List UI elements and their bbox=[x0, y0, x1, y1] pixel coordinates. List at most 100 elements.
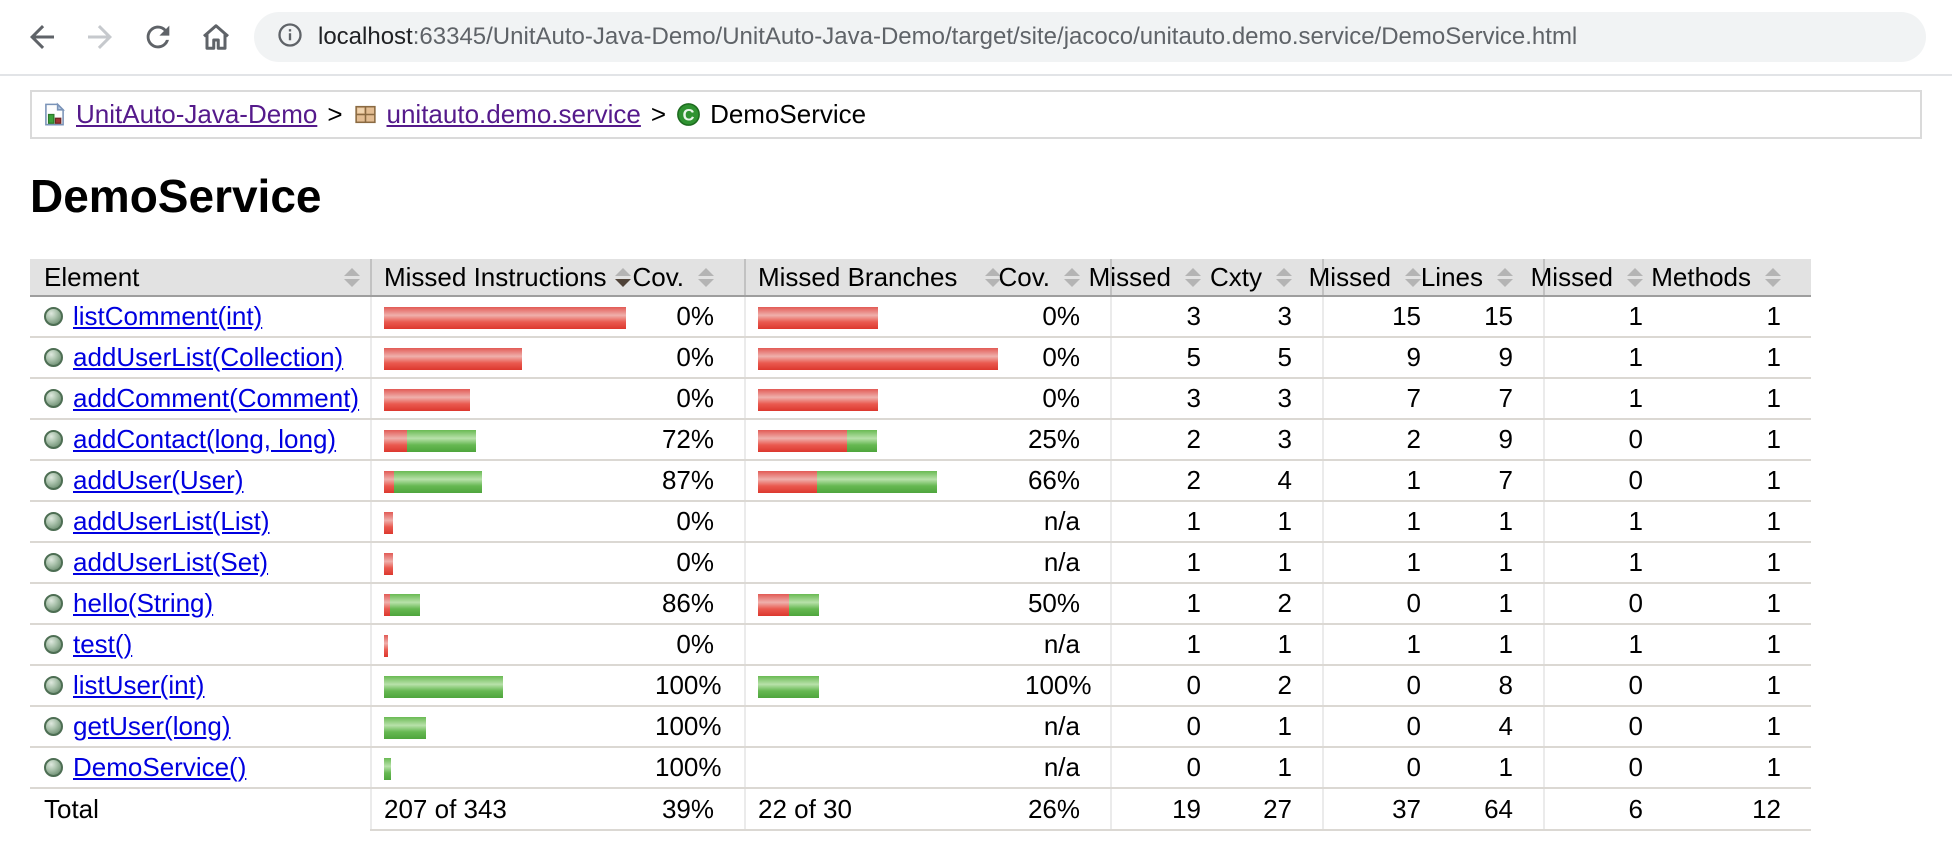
branches-coverage: 50% bbox=[1011, 583, 1111, 625]
method-link[interactable]: addContact(long, long) bbox=[73, 424, 337, 454]
missed-branches-count: 3 bbox=[1110, 296, 1231, 338]
method-link[interactable]: addUserList(List) bbox=[73, 506, 270, 536]
complexity: 1 bbox=[1231, 624, 1323, 666]
method-icon bbox=[44, 758, 63, 777]
missed-instructions-bar bbox=[370, 542, 641, 584]
column-header-label: Missed Instructions bbox=[384, 261, 607, 292]
method-link[interactable]: getUser(long) bbox=[73, 711, 231, 741]
element-cell: addUserList(Collection) bbox=[30, 337, 371, 379]
column-header-missed-5[interactable]: Missed bbox=[1089, 259, 1231, 297]
instructions-coverage: 0% bbox=[641, 624, 745, 666]
lines: 8 bbox=[1451, 665, 1544, 707]
column-header-missed-branches-3[interactable]: Missed Branches bbox=[744, 259, 1011, 297]
breadcrumb-link-package[interactable]: unitauto.demo.service bbox=[386, 99, 641, 129]
missed-branches-count: 2 bbox=[1110, 419, 1231, 461]
method-icon bbox=[44, 676, 63, 695]
method-link[interactable]: hello(String) bbox=[73, 588, 214, 618]
instructions-coverage: 86% bbox=[641, 583, 745, 625]
breadcrumb-link-project[interactable]: UnitAuto-Java-Demo bbox=[76, 99, 318, 129]
column-header-methods-10[interactable]: Methods bbox=[1651, 259, 1811, 297]
covered-bar-segment bbox=[847, 430, 877, 453]
complexity: 5 bbox=[1231, 337, 1323, 379]
methods: 1 bbox=[1673, 460, 1811, 502]
methods: 1 bbox=[1673, 665, 1811, 707]
element-cell: addContact(long, long) bbox=[30, 419, 371, 461]
lines: 15 bbox=[1451, 296, 1544, 338]
column-header-missed-9[interactable]: Missed bbox=[1531, 259, 1673, 297]
lines: 1 bbox=[1451, 501, 1544, 543]
covered-bar-segment bbox=[394, 471, 482, 494]
site-info-icon[interactable] bbox=[276, 21, 304, 54]
table-row: addUserList(Collection) 0% 0% 5 5 9 9 1 1 bbox=[30, 337, 1811, 379]
element-cell: addComment(Comment) bbox=[30, 378, 371, 420]
method-link[interactable]: test() bbox=[73, 629, 133, 659]
lines: 1 bbox=[1451, 624, 1544, 666]
sort-icon bbox=[1405, 267, 1421, 287]
total-instructions: 207 of 343 bbox=[370, 788, 641, 831]
column-header-cxty-6[interactable]: Cxty bbox=[1210, 259, 1323, 297]
missed-instructions-bar bbox=[370, 624, 641, 666]
url-text: localhost:63345/UnitAuto-Java-Demo/UnitA… bbox=[318, 23, 1577, 51]
report-icon bbox=[42, 101, 67, 128]
total-missed-methods: 6 bbox=[1543, 788, 1673, 831]
column-header-missed-7[interactable]: Missed bbox=[1309, 259, 1451, 297]
branches-coverage: 0% bbox=[1011, 337, 1111, 379]
method-link[interactable]: listComment(int) bbox=[73, 301, 263, 331]
table-row: listUser(int) 100% 100% 0 2 0 8 0 1 bbox=[30, 665, 1811, 707]
missed-methods: 0 bbox=[1543, 419, 1673, 461]
missed-bar-segment bbox=[758, 594, 789, 617]
missed-bar-segment bbox=[384, 594, 390, 617]
column-header-cov-2[interactable]: Cov. bbox=[632, 259, 745, 297]
method-link[interactable]: DemoService() bbox=[73, 752, 247, 782]
missed-bar-segment bbox=[758, 430, 847, 453]
missed-instructions-bar bbox=[370, 665, 641, 707]
missed-bar-segment bbox=[384, 389, 470, 412]
covered-bar-segment bbox=[407, 430, 476, 453]
method-icon bbox=[44, 635, 63, 654]
missed-branches-count: 0 bbox=[1110, 665, 1231, 707]
branches-coverage: n/a bbox=[1011, 624, 1111, 666]
method-link[interactable]: addUser(User) bbox=[73, 465, 244, 495]
missed-methods: 1 bbox=[1543, 337, 1673, 379]
method-link[interactable]: addUserList(Collection) bbox=[73, 342, 344, 372]
column-header-label: Lines bbox=[1420, 261, 1483, 292]
missed-methods: 1 bbox=[1543, 378, 1673, 420]
missed-methods: 1 bbox=[1543, 542, 1673, 584]
method-link[interactable]: listUser(int) bbox=[73, 670, 205, 700]
browser-toolbar: localhost:63345/UnitAuto-Java-Demo/UnitA… bbox=[0, 0, 1952, 76]
column-header-lines-8[interactable]: Lines bbox=[1421, 259, 1544, 297]
back-icon[interactable] bbox=[24, 19, 60, 55]
column-header-label: Missed bbox=[1088, 261, 1171, 292]
column-header-missed-instructions-1[interactable]: Missed Instructions bbox=[370, 259, 641, 297]
branches-coverage: 0% bbox=[1011, 378, 1111, 420]
method-link[interactable]: addComment(Comment) bbox=[73, 383, 360, 413]
column-header-label: Cov. bbox=[998, 261, 1050, 292]
missed-bar-segment bbox=[384, 348, 522, 371]
table-row: listComment(int) 0% 0% 3 3 15 15 1 1 bbox=[30, 296, 1811, 338]
lines: 1 bbox=[1451, 542, 1544, 584]
address-bar[interactable]: localhost:63345/UnitAuto-Java-Demo/UnitA… bbox=[254, 12, 1926, 62]
table-row: addUser(User) 87% 66% 2 4 1 7 0 1 bbox=[30, 460, 1811, 502]
missed-instructions-bar bbox=[370, 296, 641, 338]
reload-icon[interactable] bbox=[140, 19, 176, 55]
missed-branches-count: 3 bbox=[1110, 378, 1231, 420]
total-complexity: 27 bbox=[1231, 788, 1323, 831]
method-link[interactable]: addUserList(Set) bbox=[73, 547, 269, 577]
branches-coverage: n/a bbox=[1011, 747, 1111, 789]
sort-icon bbox=[698, 267, 714, 287]
forward-icon[interactable] bbox=[82, 19, 118, 55]
instructions-coverage: 0% bbox=[641, 337, 745, 379]
missed-branches-count: 1 bbox=[1110, 542, 1231, 584]
table-row: addContact(long, long) 72% 25% 2 3 2 9 0 1 bbox=[30, 419, 1811, 461]
missed-bar-segment bbox=[758, 471, 817, 494]
missed-branches-bar bbox=[744, 706, 1011, 748]
methods: 1 bbox=[1673, 419, 1811, 461]
column-header-cov-4[interactable]: Cov. bbox=[998, 259, 1111, 297]
missed-branches-count: 1 bbox=[1110, 583, 1231, 625]
branches-coverage: n/a bbox=[1011, 706, 1111, 748]
branches-coverage: 66% bbox=[1011, 460, 1111, 502]
home-icon[interactable] bbox=[198, 19, 234, 55]
missed-branches-bar bbox=[744, 296, 1011, 338]
missed-bar-segment bbox=[758, 348, 998, 371]
column-header-element-0[interactable]: Element bbox=[30, 259, 371, 297]
